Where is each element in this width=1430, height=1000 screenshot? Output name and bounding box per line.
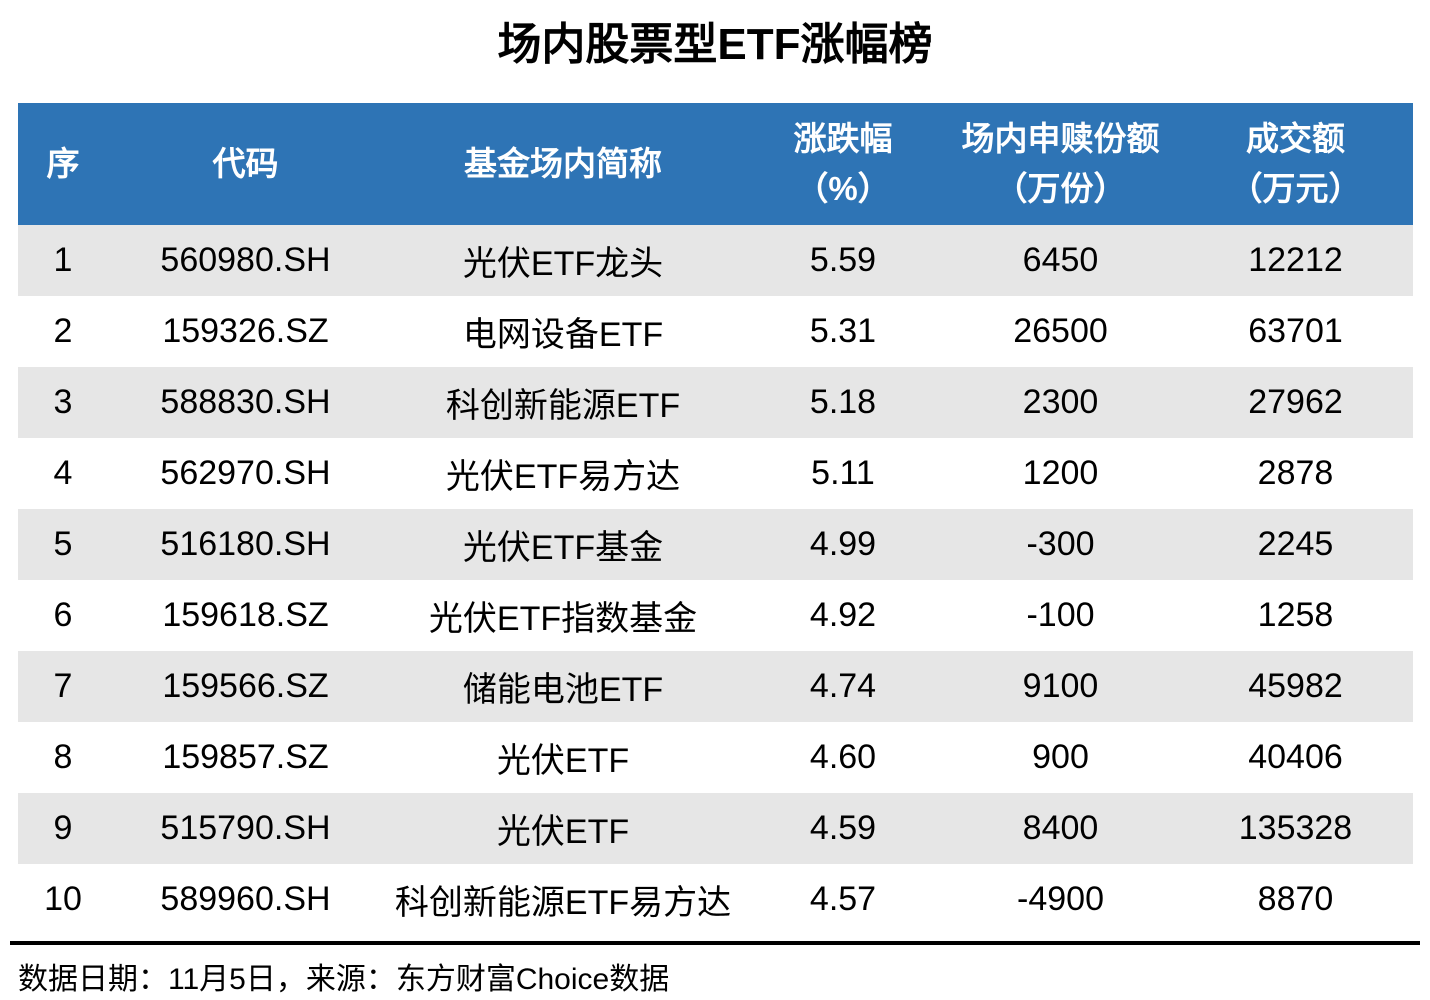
cell-turnover-wan: 40406 bbox=[1248, 738, 1343, 776]
cell-rank: 2 bbox=[53, 312, 73, 350]
cell-rank: 10 bbox=[44, 880, 82, 918]
column-header-turnover: 成交额 （万元） bbox=[1178, 103, 1413, 225]
column-header-code: 代码 bbox=[108, 103, 383, 225]
column-header-label: 代码 bbox=[212, 145, 279, 182]
column-header-wrap: 序 bbox=[18, 103, 108, 225]
cell-rank: 1 bbox=[53, 241, 73, 279]
cell-rank: 7 bbox=[53, 667, 73, 705]
cell-change-pct: 4.92 bbox=[809, 596, 877, 634]
cell-name: 电网设备ETF bbox=[462, 316, 664, 354]
cell-code: 159618.SZ bbox=[162, 596, 329, 634]
page: 场内股票型ETF涨幅榜 序 代码 基金场内简称 涨跌幅 （%） 场内申赎份额 （万份） 成交额… bbox=[0, 14, 1430, 1000]
cell-code: 515790.SH bbox=[160, 809, 331, 847]
table-row: 6 159618.SZ 光伏ETF指数基金 4.92 -100 1258 bbox=[18, 580, 1413, 651]
cell-turnover-wan: 135328 bbox=[1238, 809, 1353, 847]
cell-turnover-wan: 2878 bbox=[1257, 454, 1334, 492]
column-header-wrap: 成交额 （万元） bbox=[1178, 103, 1413, 225]
cell-shares-wan: 1200 bbox=[1022, 454, 1099, 492]
cell-shares-wan: 6450 bbox=[1022, 241, 1099, 279]
table-row: 7 159566.SZ 储能电池ETF 4.74 9100 45982 bbox=[18, 651, 1413, 722]
column-header-label: 序 bbox=[46, 145, 80, 182]
cell-code: 516180.SH bbox=[160, 525, 331, 563]
cell-shares-wan: 2300 bbox=[1022, 383, 1099, 421]
cell-rank: 5 bbox=[53, 525, 73, 563]
table-row: 9 515790.SH 光伏ETF 4.59 8400 135328 bbox=[18, 793, 1413, 864]
cell-rank: 4 bbox=[53, 454, 73, 492]
table-row: 5 516180.SH 光伏ETF基金 4.99 -300 2245 bbox=[18, 509, 1413, 580]
table-header: 序 代码 基金场内简称 涨跌幅 （%） 场内申赎份额 （万份） 成交额 （万元） bbox=[18, 103, 1413, 225]
cell-change-pct: 4.74 bbox=[809, 667, 877, 705]
cell-name: 光伏ETF龙头 bbox=[462, 245, 664, 283]
column-header-rank: 序 bbox=[18, 103, 108, 225]
cell-shares-wan: 8400 bbox=[1022, 809, 1099, 847]
cell-rank: 3 bbox=[53, 383, 73, 421]
cell-turnover-wan: 12212 bbox=[1248, 241, 1343, 279]
table-row: 3 588830.SH 科创新能源ETF 5.18 2300 27962 bbox=[18, 367, 1413, 438]
column-header-change-pct: 涨跌幅 （%） bbox=[743, 103, 943, 225]
cell-name: 光伏ETF指数基金 bbox=[428, 600, 698, 638]
cell-code: 588830.SH bbox=[160, 383, 331, 421]
column-header-fund-name: 基金场内简称 bbox=[383, 103, 743, 225]
cell-shares-wan: -4900 bbox=[1017, 880, 1104, 918]
column-header-label: 场内申赎份额 bbox=[961, 120, 1160, 157]
cell-code: 159566.SZ bbox=[162, 667, 329, 705]
cell-change-pct: 4.99 bbox=[809, 525, 877, 563]
cell-shares-wan: -300 bbox=[1026, 525, 1095, 563]
table-row: 1 560980.SH 光伏ETF龙头 5.59 6450 12212 bbox=[18, 225, 1413, 296]
cell-code: 159326.SZ bbox=[162, 312, 329, 350]
cell-turnover-wan: 8870 bbox=[1257, 880, 1334, 918]
cell-turnover-wan: 63701 bbox=[1248, 312, 1343, 350]
cell-turnover-wan: 2245 bbox=[1257, 525, 1334, 563]
cell-name: 光伏ETF bbox=[496, 742, 630, 780]
footer-divider bbox=[10, 941, 1420, 945]
cell-code: 159857.SZ bbox=[162, 738, 329, 776]
cell-code: 589960.SH bbox=[160, 880, 331, 918]
etf-ranking-table: 序 代码 基金场内简称 涨跌幅 （%） 场内申赎份额 （万份） 成交额 （万元） 1 560980… bbox=[18, 103, 1413, 935]
data-source-note: 数据日期：11月5日，来源：东方财富Choice数据 bbox=[18, 963, 670, 996]
cell-turnover-wan: 27962 bbox=[1248, 383, 1343, 421]
page-title: 场内股票型ETF涨幅榜 bbox=[497, 20, 933, 69]
column-header-unit: （万元） bbox=[1229, 170, 1362, 207]
column-header-wrap: 涨跌幅 （%） bbox=[743, 103, 943, 225]
cell-shares-wan: 900 bbox=[1032, 738, 1089, 776]
table-row: 2 159326.SZ 电网设备ETF 5.31 26500 63701 bbox=[18, 296, 1413, 367]
cell-change-pct: 4.57 bbox=[809, 880, 877, 918]
cell-turnover-wan: 1258 bbox=[1257, 596, 1334, 634]
column-header-unit: （万份） bbox=[994, 170, 1127, 207]
table-body: 1 560980.SH 光伏ETF龙头 5.59 6450 12212 2 159326.SZ… bbox=[18, 225, 1413, 935]
column-header-wrap: 场内申赎份额 （万份） bbox=[943, 103, 1178, 225]
cell-change-pct: 4.60 bbox=[809, 738, 877, 776]
cell-turnover-wan: 45982 bbox=[1248, 667, 1343, 705]
cell-name: 光伏ETF易方达 bbox=[445, 458, 681, 496]
cell-name: 储能电池ETF bbox=[462, 671, 664, 709]
cell-rank: 6 bbox=[53, 596, 73, 634]
column-header-sub-redeem-shares: 场内申赎份额 （万份） bbox=[943, 103, 1178, 225]
cell-name: 光伏ETF基金 bbox=[462, 529, 664, 567]
table-header-row: 序 代码 基金场内简称 涨跌幅 （%） 场内申赎份额 （万份） 成交额 （万元） bbox=[18, 103, 1413, 225]
cell-change-pct: 4.59 bbox=[809, 809, 877, 847]
column-header-label: 涨跌幅 bbox=[793, 120, 893, 157]
cell-change-pct: 5.11 bbox=[811, 454, 875, 492]
cell-rank: 8 bbox=[53, 738, 73, 776]
column-header-unit: （%） bbox=[795, 170, 891, 207]
cell-code: 560980.SH bbox=[160, 241, 331, 279]
cell-change-pct: 5.59 bbox=[809, 241, 877, 279]
column-header-wrap: 代码 bbox=[108, 103, 383, 225]
cell-shares-wan: 9100 bbox=[1022, 667, 1099, 705]
cell-name: 光伏ETF bbox=[496, 813, 630, 851]
table-row: 4 562970.SH 光伏ETF易方达 5.11 1200 2878 bbox=[18, 438, 1413, 509]
cell-name: 科创新能源ETF bbox=[445, 387, 681, 425]
table-row: 10 589960.SH 科创新能源ETF易方达 4.57 -4900 8870 bbox=[18, 864, 1413, 935]
column-header-label: 基金场内简称 bbox=[464, 145, 662, 182]
cell-shares-wan: -100 bbox=[1026, 596, 1095, 634]
cell-shares-wan: 26500 bbox=[1013, 312, 1108, 350]
column-header-wrap: 基金场内简称 bbox=[383, 103, 743, 225]
cell-change-pct: 5.18 bbox=[809, 383, 877, 421]
cell-name: 科创新能源ETF易方达 bbox=[394, 884, 732, 922]
cell-code: 562970.SH bbox=[160, 454, 331, 492]
cell-change-pct: 5.31 bbox=[809, 312, 877, 350]
table-row: 8 159857.SZ 光伏ETF 4.60 900 40406 bbox=[18, 722, 1413, 793]
column-header-label: 成交额 bbox=[1246, 120, 1345, 157]
cell-rank: 9 bbox=[53, 809, 73, 847]
